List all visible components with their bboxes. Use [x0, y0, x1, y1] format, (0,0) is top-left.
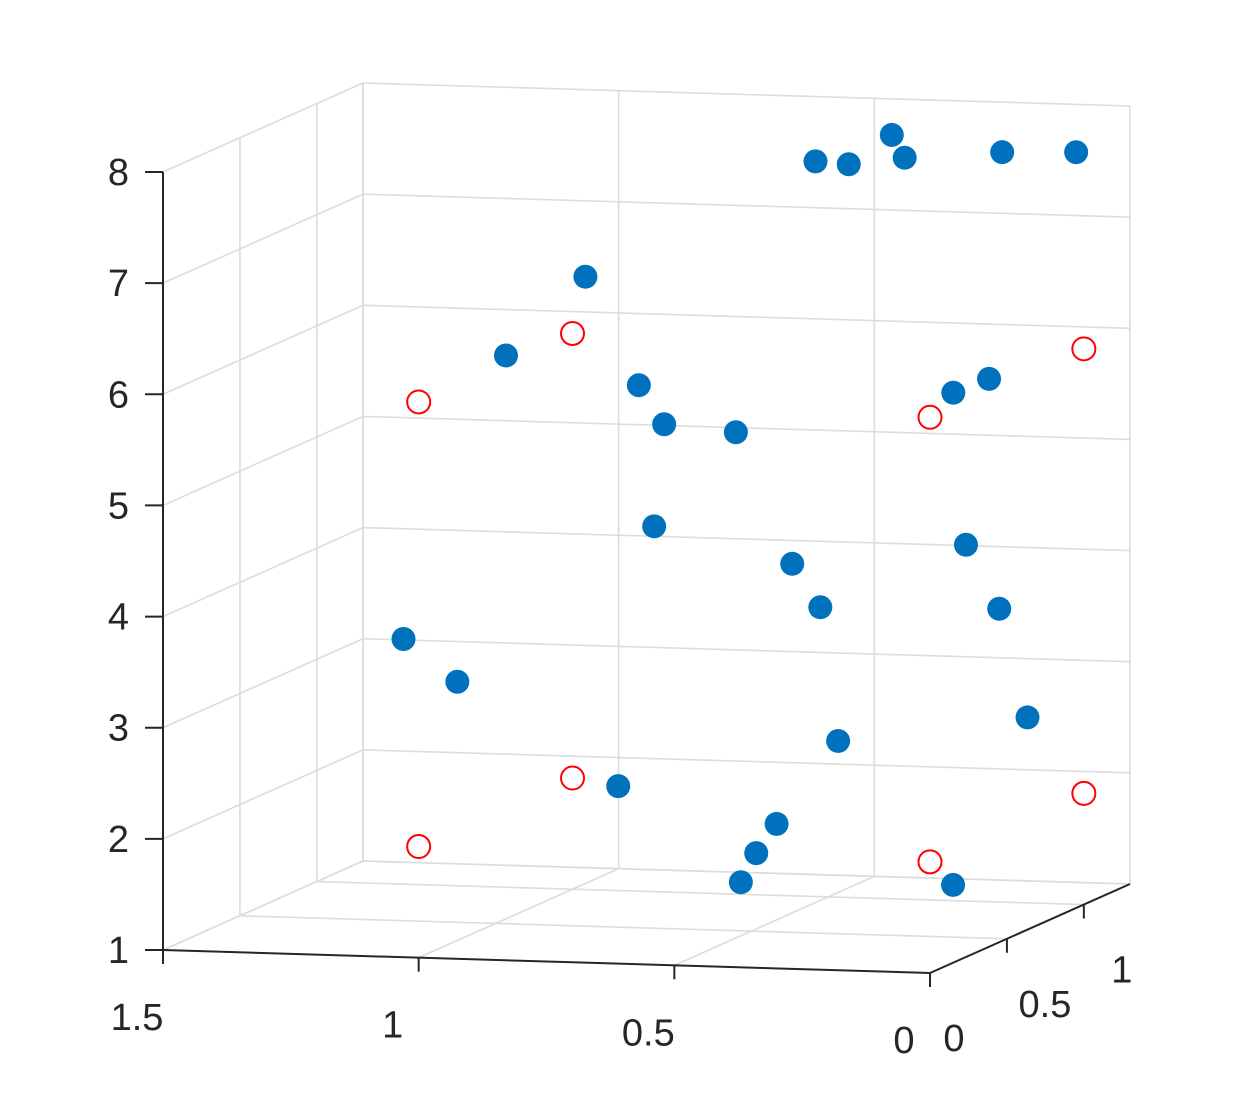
grid-line-side-z [362, 82, 1131, 107]
data-markers [391, 122, 1097, 897]
grid-line-floor-x [418, 867, 619, 959]
data-point-open [560, 765, 586, 791]
data-point-filled [1064, 140, 1089, 165]
data-point-filled [728, 870, 753, 895]
grid-line-back-z [162, 749, 364, 840]
data-point-filled [573, 264, 598, 289]
data-point-filled [941, 872, 966, 897]
data-point-filled [808, 595, 833, 620]
data-point-filled [723, 420, 748, 445]
data-point-filled [780, 551, 805, 576]
grid-line-floor-y [239, 914, 1007, 940]
grid-line-side-z [362, 526, 1131, 552]
axes [145, 171, 1131, 987]
data-point-open [406, 834, 432, 860]
data-point-filled [892, 145, 917, 170]
grid-line-back-z [162, 304, 364, 396]
z-tick-label: 2 [108, 819, 129, 861]
x-tick-label: 0.5 [622, 1012, 675, 1054]
z-tick-label: 1 [108, 930, 129, 972]
grid-line-side-z [362, 749, 1131, 774]
grid-line-back-z [162, 82, 364, 173]
grid-line-back-z [162, 193, 364, 284]
data-point-filled [990, 140, 1015, 165]
data-point-filled [744, 841, 769, 866]
data-point-filled [803, 149, 828, 174]
data-point-filled [764, 811, 789, 836]
z-tick-label: 6 [108, 374, 129, 416]
data-point-open [1071, 780, 1097, 806]
data-point-open [917, 849, 943, 875]
x-tick-label: 1.5 [111, 997, 164, 1039]
grid-line-floor-y [316, 880, 1084, 906]
data-point-open [917, 404, 943, 430]
grid-line-floor-x [674, 875, 875, 967]
grid-line-side-z [362, 304, 1131, 330]
grid-line-back-z [162, 526, 364, 618]
data-point-open [1071, 336, 1097, 362]
data-point-filled [879, 122, 904, 147]
data-point-filled [1015, 705, 1040, 730]
data-point-open [406, 389, 432, 415]
x-axis-line [162, 949, 931, 974]
data-point-filled [941, 380, 966, 405]
data-point-filled [652, 412, 677, 437]
y-tick-label: 0.5 [1019, 984, 1072, 1026]
x-tick-label: 0 [893, 1020, 914, 1062]
data-point-open [560, 320, 586, 346]
data-point-filled [977, 366, 1002, 391]
data-point-filled [391, 627, 416, 652]
data-point-filled [445, 669, 470, 694]
z-tick-label: 8 [108, 152, 129, 194]
data-point-filled [836, 152, 861, 177]
z-tick-label: 7 [108, 263, 129, 305]
x-tick-label: 1 [382, 1005, 403, 1047]
data-point-filled [953, 532, 978, 557]
grid-line-side-z [362, 637, 1131, 663]
data-point-filled [493, 343, 518, 368]
y-tick-label: 0 [943, 1018, 964, 1060]
grid-line-side-z [362, 193, 1131, 218]
z-tick-label: 4 [108, 597, 129, 639]
y-axis-line [929, 883, 1131, 974]
data-point-filled [642, 514, 667, 539]
data-point-filled [987, 596, 1012, 621]
z-tick-label: 3 [108, 708, 129, 750]
grid-line-back-z [162, 415, 364, 507]
data-point-filled [606, 774, 631, 799]
z-tick-label: 5 [108, 485, 129, 527]
grid-line-floor-x [162, 860, 364, 951]
data-point-filled [626, 373, 651, 398]
data-point-filled [826, 728, 851, 753]
tick-labels: 1.5 1 0.5 0 0 0.5 1 1 2 3 4 5 6 7 8 [108, 152, 1133, 1062]
y-tick-label: 1 [1111, 950, 1132, 992]
grid-line-back-z [162, 637, 364, 729]
